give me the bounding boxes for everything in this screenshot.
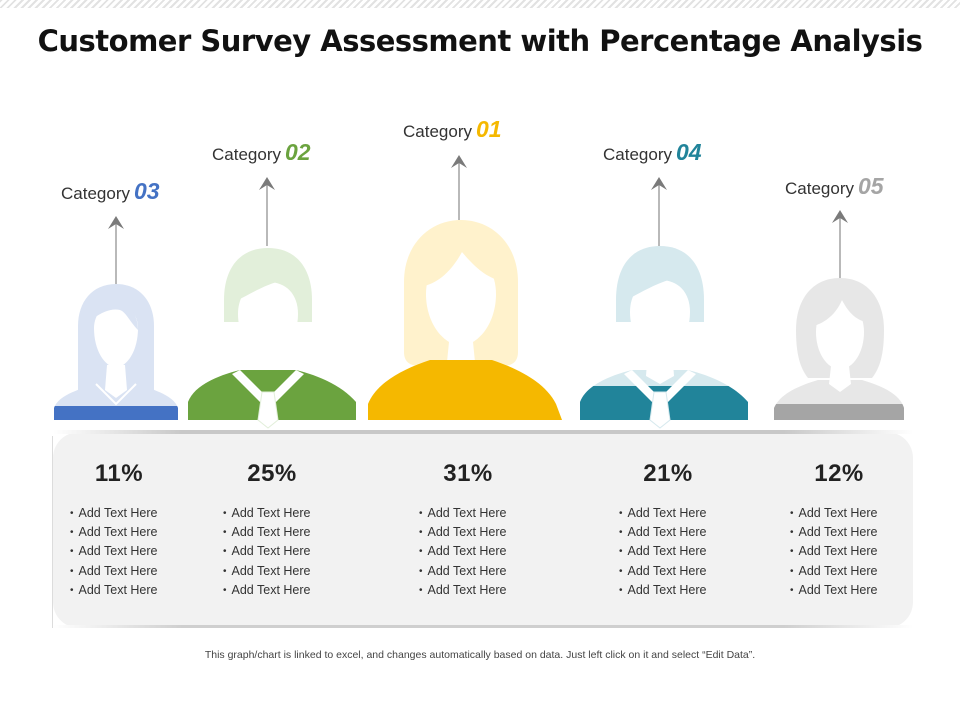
list-item: Add Text Here: [223, 523, 347, 542]
panel-top-divider: [53, 430, 913, 434]
list-item: Add Text Here: [223, 581, 347, 600]
bullet-list: Add Text Here Add Text Here Add Text Her…: [593, 504, 743, 600]
arrow-head-02: [259, 177, 275, 190]
category-number: 03: [133, 178, 160, 204]
bullet-list: Add Text Here Add Text Here Add Text Her…: [197, 504, 347, 600]
list-item: Add Text Here: [70, 504, 194, 523]
category-number: 04: [675, 139, 702, 165]
avatar-category-05: [774, 278, 904, 420]
category-label-02: Category 02: [212, 139, 311, 166]
list-item: Add Text Here: [790, 562, 914, 581]
list-item: Add Text Here: [419, 542, 543, 561]
avatar-category-03: [54, 284, 178, 420]
column-category-01: 31% Add Text Here Add Text Here Add Text…: [393, 460, 543, 600]
list-item: Add Text Here: [619, 562, 743, 581]
list-item: Add Text Here: [70, 562, 194, 581]
category-word: Category: [212, 145, 281, 164]
avatar-category-01: [368, 220, 562, 420]
arrow-head-03: [108, 216, 124, 229]
category-label-04: Category 04: [603, 139, 702, 166]
page-title: Customer Survey Assessment with Percenta…: [37, 24, 923, 58]
column-category-04: 21% Add Text Here Add Text Here Add Text…: [593, 460, 743, 600]
column-category-02: 25% Add Text Here Add Text Here Add Text…: [197, 460, 347, 600]
category-number: 01: [475, 116, 502, 142]
bullet-list: Add Text Here Add Text Here Add Text Her…: [393, 504, 543, 600]
arrow-head-05: [832, 210, 848, 223]
list-item: Add Text Here: [70, 542, 194, 561]
category-label-05: Category 05: [785, 173, 884, 200]
list-item: Add Text Here: [790, 523, 914, 542]
panel-left-edge: [52, 436, 53, 628]
column-category-05: 12% Add Text Here Add Text Here Add Text…: [764, 460, 914, 600]
list-item: Add Text Here: [70, 581, 194, 600]
list-item: Add Text Here: [223, 542, 347, 561]
category-word: Category: [61, 184, 130, 203]
list-item: Add Text Here: [223, 562, 347, 581]
avatar-category-02: [188, 248, 356, 429]
arrow-head-04: [651, 177, 667, 190]
list-item: Add Text Here: [419, 523, 543, 542]
avatar-category-04: [580, 246, 748, 429]
category-number: 05: [857, 173, 884, 199]
list-item: Add Text Here: [419, 562, 543, 581]
bullet-list: Add Text Here Add Text Here Add Text Her…: [44, 504, 194, 600]
category-number: 02: [284, 139, 311, 165]
category-word: Category: [785, 179, 854, 198]
arrow-head-01: [451, 155, 467, 168]
column-category-03: 11% Add Text Here Add Text Here Add Text…: [44, 460, 194, 600]
category-word: Category: [603, 145, 672, 164]
list-item: Add Text Here: [619, 523, 743, 542]
list-item: Add Text Here: [223, 504, 347, 523]
list-item: Add Text Here: [619, 542, 743, 561]
percentage-value: 25%: [247, 460, 297, 487]
list-item: Add Text Here: [419, 504, 543, 523]
list-item: Add Text Here: [619, 504, 743, 523]
percentage-value: 12%: [814, 460, 864, 487]
footer-note: This graph/chart is linked to excel, and…: [204, 649, 756, 661]
percentage-value: 21%: [643, 460, 693, 487]
list-item: Add Text Here: [790, 581, 914, 600]
top-decorative-strip: [0, 0, 960, 8]
list-item: Add Text Here: [790, 504, 914, 523]
list-item: Add Text Here: [619, 581, 743, 600]
category-label-03: Category 03: [61, 178, 160, 205]
percentage-value: 11%: [94, 460, 144, 487]
bullet-list: Add Text Here Add Text Here Add Text Her…: [764, 504, 914, 600]
panel-bottom-divider: [53, 625, 913, 628]
percentage-value: 31%: [443, 460, 493, 487]
list-item: Add Text Here: [70, 523, 194, 542]
list-item: Add Text Here: [419, 581, 543, 600]
list-item: Add Text Here: [790, 542, 914, 561]
category-label-01: Category 01: [403, 116, 502, 143]
category-word: Category: [403, 122, 472, 141]
